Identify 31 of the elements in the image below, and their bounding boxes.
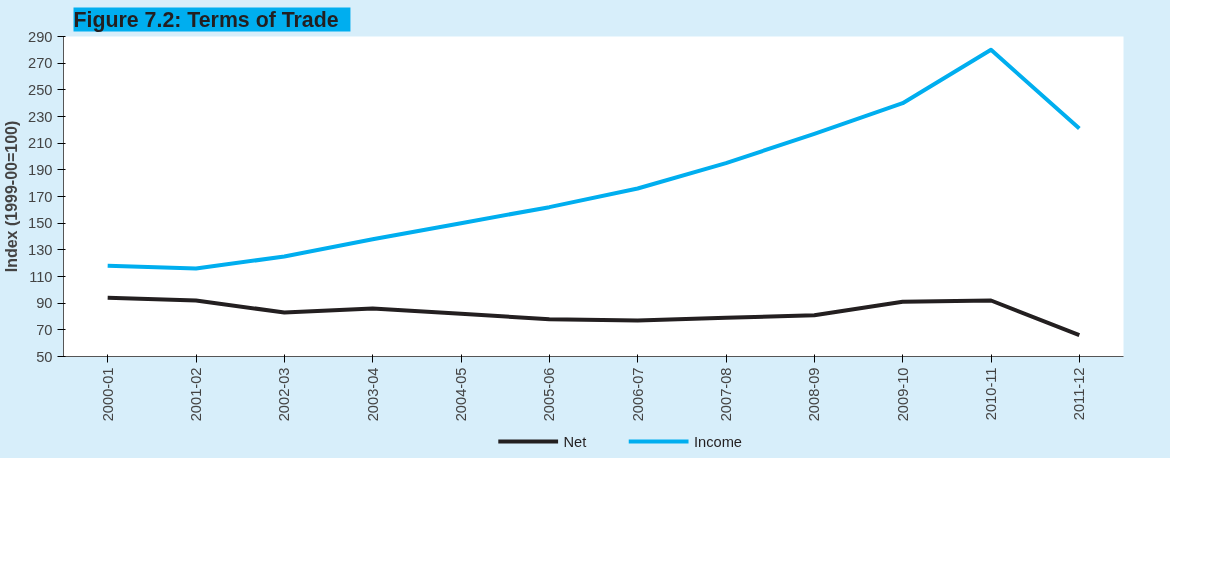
y-tick-label: 250 xyxy=(28,81,53,98)
legend-label: Income xyxy=(693,433,743,450)
x-tick-label: 2001-02 xyxy=(188,367,204,422)
x-tick-label: 2003-04 xyxy=(364,367,381,422)
y-tick-label: 210 xyxy=(28,135,53,152)
x-tick-label: 2006-07 xyxy=(629,367,646,422)
y-tick-label: 170 xyxy=(28,188,53,205)
line-series xyxy=(105,295,1082,338)
y-tick-label: 50 xyxy=(36,348,53,365)
y-tick-label: 230 xyxy=(28,108,53,125)
x-tick-label: 2008-09 xyxy=(806,367,823,422)
x-tick-label: 2011-12 xyxy=(1071,367,1088,421)
x-tick-label: 2004-05 xyxy=(453,367,469,422)
x-tick-label: 2010-11 xyxy=(983,367,999,421)
x-tick-label: 2007-08 xyxy=(718,367,734,422)
y-tick-label: 110 xyxy=(29,268,53,285)
y-axis-title: Index (1999-00=100) xyxy=(3,120,21,273)
legend-label: Net xyxy=(563,433,587,450)
x-tick-label: 2009-10 xyxy=(894,367,911,422)
y-tick-label: 150 xyxy=(28,215,53,232)
x-tick-label: 2002-03 xyxy=(276,367,293,422)
y-tick-label: 290 xyxy=(28,28,53,45)
y-tick-label: 270 xyxy=(28,55,53,72)
line-series xyxy=(105,47,1082,271)
y-tick-label: 90 xyxy=(36,295,53,312)
y-tick-label: 190 xyxy=(28,161,53,178)
x-tick-label: 2005-06 xyxy=(541,367,558,422)
y-tick-label: 130 xyxy=(28,241,53,258)
x-tick-label: 2000-01 xyxy=(99,367,116,422)
y-tick-label: 70 xyxy=(36,321,53,338)
chart-title: Figure 7.2: Terms of Trade xyxy=(73,7,339,32)
